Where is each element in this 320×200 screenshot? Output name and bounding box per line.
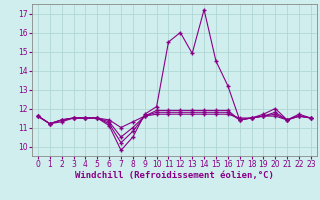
- X-axis label: Windchill (Refroidissement éolien,°C): Windchill (Refroidissement éolien,°C): [75, 171, 274, 180]
